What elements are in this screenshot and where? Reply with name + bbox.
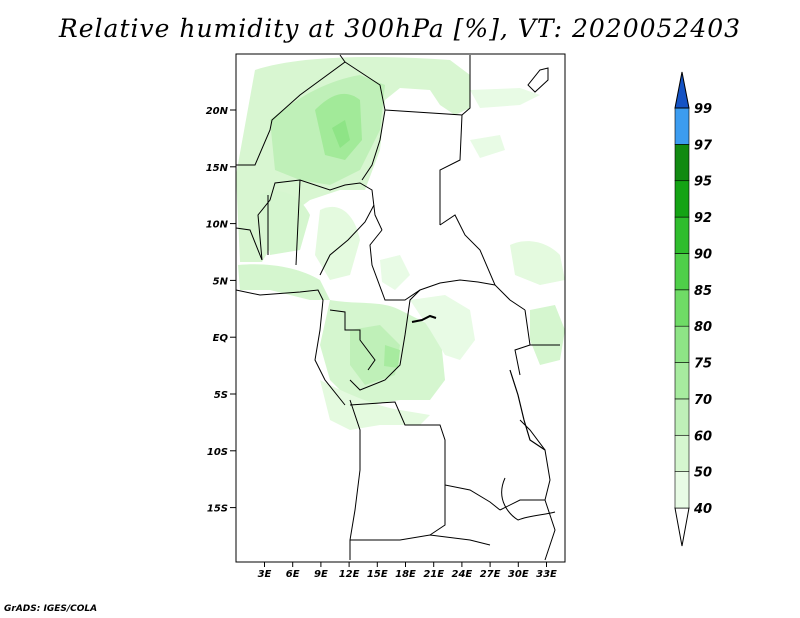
longitude-axis: 3E 6E 9E 12E 15E 18E 21E 24E 27E 30E 33E — [258, 562, 557, 580]
colorbar-segment — [674, 398, 690, 436]
colorbar-segment — [674, 362, 690, 400]
lon-tick-label: 15E — [367, 569, 388, 580]
colorbar-segment — [674, 180, 690, 218]
colorbar-label: 40 — [693, 502, 712, 517]
map-title: Relative humidity at 300hPa [%], VT: 202… — [58, 14, 742, 43]
colorbar-top-arrow — [674, 71, 690, 109]
lon-tick-label: 27E — [480, 569, 501, 580]
country-borders — [235, 54, 560, 561]
colorbar-label: 95 — [694, 175, 712, 190]
colorbar-bottom-arrow — [674, 507, 690, 547]
colorbar-segment — [674, 107, 690, 145]
colorbar-label: 90 — [694, 247, 712, 262]
lon-tick-label: 24E — [452, 569, 473, 580]
lon-tick-label: 30E — [508, 569, 529, 580]
grads-credit: GrADS: IGES/COLA — [4, 604, 98, 614]
lon-tick-label: 6E — [286, 569, 300, 580]
colorbar-segment — [674, 325, 690, 363]
lat-tick-label: 15S — [207, 504, 228, 515]
colorbar-segment — [674, 216, 690, 254]
colorbar-segment — [674, 144, 690, 182]
colorbar-label: 99 — [694, 102, 712, 117]
map-frame — [235, 53, 566, 563]
lat-tick-label: EQ — [213, 333, 229, 344]
colorbar-label: 80 — [694, 320, 712, 335]
lon-tick-label: 33E — [536, 569, 557, 580]
lat-tick-label: 20N — [206, 106, 229, 117]
lat-tick-label: 15N — [206, 163, 229, 174]
lon-tick-label: 18E — [395, 569, 416, 580]
colorbar-label: 85 — [694, 284, 712, 299]
lon-tick-label: 3E — [258, 569, 272, 580]
colorbar: 40 50 60 70 75 80 85 90 92 95 97 99 — [674, 71, 713, 547]
lat-tick-label: 5S — [214, 390, 228, 401]
colorbar-label: 75 — [694, 357, 712, 372]
lat-tick-label: 10N — [206, 220, 229, 231]
lon-tick-label: 9E — [314, 569, 328, 580]
lon-tick-label: 12E — [339, 569, 360, 580]
colorbar-label: 60 — [694, 429, 712, 444]
latitude-axis: 20N 15N 10N 5N EQ 5S 10S 15S — [206, 106, 236, 515]
colorbar-label: 92 — [694, 211, 712, 226]
colorbar-segment — [674, 253, 690, 291]
lon-tick-label: 21E — [423, 569, 444, 580]
lat-tick-label: 10S — [207, 447, 228, 458]
lat-tick-label: 5N — [213, 276, 229, 287]
colorbar-segment — [674, 471, 690, 509]
colorbar-segment — [674, 289, 690, 327]
colorbar-label: 70 — [694, 393, 712, 408]
colorbar-label: 97 — [694, 138, 713, 153]
humidity-shading — [236, 57, 565, 430]
colorbar-label: 50 — [694, 466, 712, 481]
colorbar-segment — [674, 434, 690, 472]
